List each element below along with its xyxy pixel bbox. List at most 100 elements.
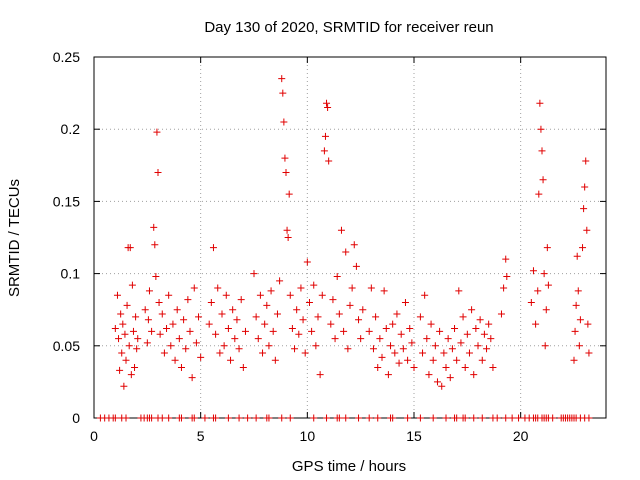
data-point: [283, 226, 291, 234]
data-point: [581, 183, 589, 191]
data-point: [374, 363, 382, 371]
data-point: [171, 356, 179, 364]
data-point: [163, 324, 171, 332]
data-point: [182, 345, 190, 353]
data-point: [261, 320, 269, 328]
data-point: [256, 291, 264, 299]
data-point: [286, 291, 294, 299]
data-point: [436, 327, 444, 335]
data-point: [143, 339, 151, 347]
data-point: [111, 324, 119, 332]
data-point: [433, 378, 441, 386]
data-point: [348, 284, 356, 292]
data-point: [123, 301, 131, 309]
data-point: [335, 310, 343, 318]
data-point: [461, 363, 469, 371]
data-point: [572, 301, 580, 309]
data-point: [367, 284, 375, 292]
data-point: [122, 414, 130, 422]
data-point: [259, 349, 267, 357]
data-point: [537, 125, 545, 133]
data-point: [128, 281, 136, 289]
data-point: [132, 313, 140, 321]
data-point: [542, 306, 550, 314]
data-point: [580, 205, 588, 213]
data-point: [291, 345, 299, 353]
data-point: [369, 345, 377, 353]
y-axis-title: SRMTID / TECUs: [6, 179, 23, 297]
data-point: [288, 324, 296, 332]
data-point: [273, 310, 281, 318]
data-point: [487, 335, 495, 343]
data-point: [316, 371, 324, 379]
data-point: [237, 296, 245, 304]
data-point: [267, 287, 275, 295]
y-tick-label: 0.25: [53, 49, 80, 65]
data-point: [239, 363, 247, 371]
data-point: [220, 342, 228, 350]
data-point: [571, 327, 579, 335]
data-point: [133, 345, 141, 353]
data-point: [539, 176, 547, 184]
data-point: [209, 244, 217, 252]
data-point: [365, 327, 373, 335]
data-point: [190, 284, 198, 292]
data-point: [429, 356, 437, 364]
data-point: [265, 414, 273, 422]
data-point: [205, 320, 213, 328]
data-point: [372, 313, 380, 321]
data-point: [184, 296, 192, 304]
data-point: [216, 349, 224, 357]
data-point: [154, 169, 162, 177]
data-point: [474, 342, 482, 350]
data-point: [502, 414, 510, 422]
data-point: [408, 339, 416, 347]
data-point: [180, 316, 188, 324]
data-point: [131, 363, 139, 371]
x-axis-title: GPS time / hours: [292, 458, 406, 475]
data-point: [536, 99, 544, 107]
data-point: [404, 356, 412, 364]
data-point: [540, 270, 548, 278]
data-point: [150, 223, 158, 231]
data-point: [478, 414, 486, 422]
data-point: [503, 272, 511, 280]
data-point: [440, 349, 448, 357]
data-point: [214, 284, 222, 292]
data-point: [323, 99, 331, 107]
data-point: [129, 327, 137, 335]
data-point: [233, 316, 241, 324]
data-point: [265, 342, 273, 350]
data-point: [346, 301, 354, 309]
data-point: [320, 147, 328, 155]
data-point: [442, 414, 450, 422]
data-point: [429, 414, 437, 422]
data-point: [269, 327, 277, 335]
data-point: [534, 287, 542, 295]
data-point: [461, 414, 469, 422]
data-point: [286, 414, 294, 422]
data-point: [111, 414, 119, 422]
data-point: [312, 342, 320, 350]
data-point: [113, 291, 121, 299]
data-point: [333, 272, 341, 280]
data-point: [207, 298, 215, 306]
data-point: [121, 330, 129, 338]
data-point: [579, 244, 587, 252]
data-point: [583, 226, 591, 234]
data-point: [342, 414, 350, 422]
data-point: [472, 324, 480, 332]
data-point: [448, 345, 456, 353]
data-point: [483, 345, 491, 353]
data-point: [305, 298, 313, 306]
data-point: [459, 313, 467, 321]
data-point: [331, 335, 339, 343]
data-point: [451, 324, 459, 332]
data-point: [453, 356, 461, 364]
data-point: [235, 414, 243, 422]
data-point: [532, 320, 540, 328]
data-point: [421, 291, 429, 299]
data-point: [380, 287, 388, 295]
data-point: [438, 382, 446, 390]
